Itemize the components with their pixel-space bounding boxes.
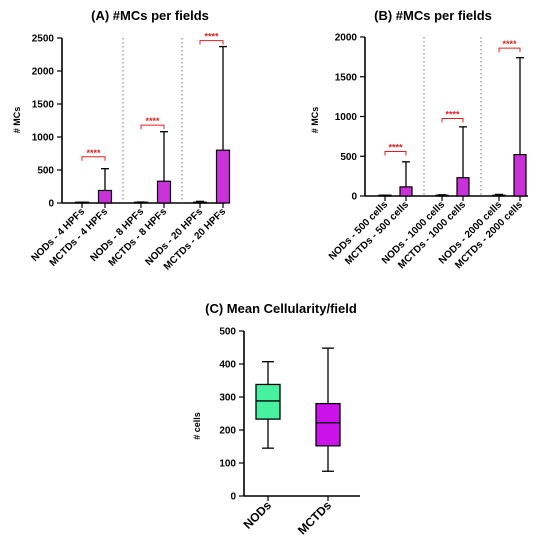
panel-c-y-tick-label: 0	[230, 492, 236, 503]
panel-a-bar	[215, 149, 231, 204]
panel-a-significance-bracket	[81, 156, 106, 161]
panel-a-y-tick-label: 1500	[32, 100, 55, 111]
panel-b-y-tick-label: 1500	[335, 72, 358, 83]
panel-c-box	[255, 383, 281, 420]
panel-c-title: (C) Mean Cellularity/field	[205, 301, 357, 316]
panel-a-y-tick-label: 2500	[32, 34, 55, 45]
panel-b-y-tick-label: 0	[351, 192, 357, 203]
panel-b-bar	[399, 186, 413, 197]
panel-b-significance-label: ****	[502, 39, 517, 49]
panel-b-y-tick-label: 1000	[335, 112, 358, 123]
panel-c-x-tick-label: NODs	[241, 498, 275, 532]
panel-c-y-axis-label: # cells	[192, 412, 202, 440]
panel-b-significance-bracket	[498, 47, 521, 53]
panel-c-y-tick-label: 500	[219, 327, 236, 338]
panel-b-bar	[513, 154, 527, 197]
panel-a-bar	[156, 180, 172, 204]
panel-c-y-tick-label: 300	[219, 393, 236, 404]
panel-c-y-tick-label: 200	[219, 426, 236, 437]
panel-a-chart: (A) #MCs per fields # MCs 0 500 1000 1500 20…	[12, 8, 231, 273]
panel-b-bar	[456, 177, 470, 197]
panel-a-y-axis-label: # MCs	[12, 107, 22, 134]
panel-a-y-tick-label: 2000	[32, 67, 55, 78]
panel-a-y-tick-label: 0	[48, 199, 54, 210]
panel-c-y-tick-label: 400	[219, 360, 236, 371]
panel-b-significance-bracket	[384, 150, 407, 156]
panel-b-chart: (B) #MCs per fields # MCs 0 500 1000 1500 20…	[310, 8, 528, 271]
panel-a-y-tick-label: 1000	[32, 133, 55, 144]
panel-a-significance-bracket	[140, 124, 165, 130]
panel-a-significance-label: ****	[86, 148, 101, 158]
panel-c-x-tick-label: MCTDs	[295, 498, 334, 537]
panel-b-significance-label: ****	[388, 142, 403, 152]
panel-b-significance-label: ****	[445, 109, 460, 119]
panel-a-significance-label: ****	[204, 32, 219, 42]
panel-b-title: (B) #MCs per fields	[374, 8, 492, 23]
panel-c-box	[315, 402, 341, 447]
panel-b-y-tick-label: 500	[340, 152, 357, 163]
panel-a-significance-label: ****	[145, 116, 160, 126]
panel-a-significance-bracket	[199, 40, 224, 45]
panel-b-y-axis-label: # MCs	[310, 107, 320, 134]
panel-c-y-tick-label: 100	[219, 459, 236, 470]
panel-a-y-tick-label: 500	[37, 166, 54, 177]
panel-c-chart: (C) Mean Cellularity/field # cells 0 100 2…	[192, 301, 360, 537]
panel-a-bar	[97, 189, 113, 204]
panel-a-title: (A) #MCs per fields	[91, 8, 209, 23]
panel-b-y-tick-label: 2000	[335, 33, 358, 44]
panel-b-significance-bracket	[441, 117, 464, 123]
